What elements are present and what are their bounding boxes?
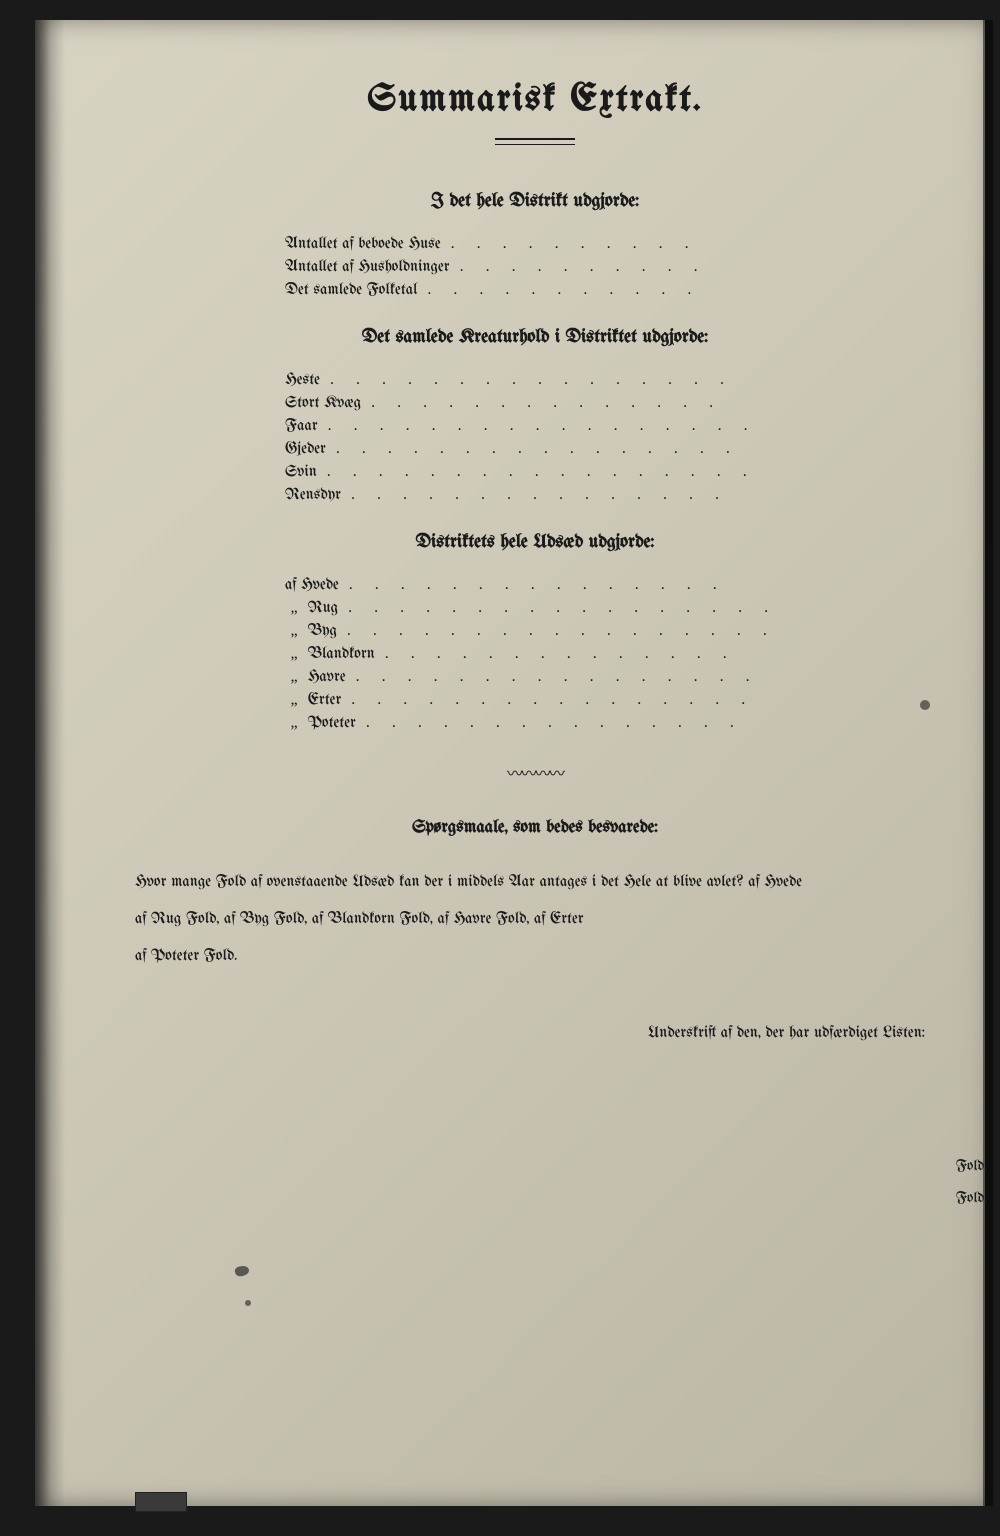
section3-heading: Distriktets hele Udsæd udgjorde:	[125, 532, 945, 552]
section2-item: Faar. . . . . . . . . . . . . . . . .	[285, 417, 785, 435]
section3-item: „ Erter. . . . . . . . . . . . . . . .	[285, 691, 785, 709]
section3-item: „ Rug. . . . . . . . . . . . . . . . .	[285, 599, 785, 617]
section2-item: Heste. . . . . . . . . . . . . . . .	[285, 371, 785, 389]
section2-heading: Det samlede Kreaturhold i Distriktet udg…	[125, 327, 945, 347]
section2-item: Svin. . . . . . . . . . . . . . . . .	[285, 463, 785, 481]
section2-item: Rensdyr. . . . . . . . . . . . . . .	[285, 486, 785, 504]
section1-item: Det samlede Folketal. . . . . . . . . . …	[285, 281, 785, 299]
section3-item: „ Poteter. . . . . . . . . . . . . . .	[285, 714, 785, 732]
questions-heading: Spørgsmaale, som bedes besvarede:	[125, 818, 945, 837]
leader-dots: . . . . . . . . . .	[451, 235, 785, 253]
cutoff-text: Fold,Fold,	[956, 1158, 987, 1206]
leader-dots: . . . . . . . . . . .	[427, 281, 785, 299]
wavy-divider: 〰〰〰〰	[480, 760, 590, 784]
section2-item: Stort Kvæg. . . . . . . . . . . . . .	[285, 394, 785, 412]
section1-item: Antallet af Husholdninger. . . . . . . .…	[285, 258, 785, 276]
book-binding-shadow	[35, 20, 65, 1506]
scanned-page: Summarisk Extrakt. I det hele Distrikt u…	[35, 20, 985, 1506]
section3-item: „ Havre. . . . . . . . . . . . . . . .	[285, 668, 785, 686]
section3-item: af Hvede. . . . . . . . . . . . . . .	[285, 576, 785, 594]
page-content: Summarisk Extrakt. I det hele Distrikt u…	[65, 20, 985, 1506]
section1-block: Antallet af beboede Huse. . . . . . . . …	[285, 235, 785, 299]
title-rule	[495, 138, 575, 145]
signature-line: Underskrift af den, der har udfærdiget L…	[125, 1025, 945, 1042]
page-title: Summarisk Extrakt.	[125, 80, 945, 120]
ink-spot	[920, 700, 930, 710]
section2-block: Heste. . . . . . . . . . . . . . . . Sto…	[285, 371, 785, 504]
archive-tab	[135, 1492, 187, 1512]
section1-item: Antallet af beboede Huse. . . . . . . . …	[285, 235, 785, 253]
leader-dots: . . . . . . . . . .	[460, 258, 785, 276]
section3-item: „ Blandkorn. . . . . . . . . . . . . .	[285, 645, 785, 663]
questions-paragraph: Hvor mange Fold af ovenstaaende Udsæd ka…	[125, 865, 945, 975]
ink-spot	[245, 1300, 251, 1306]
section2-item: Gjeder. . . . . . . . . . . . . . . .	[285, 440, 785, 458]
section1-heading: I det hele Distrikt udgjorde:	[125, 191, 945, 211]
section3-item: „ Byg. . . . . . . . . . . . . . . . .	[285, 622, 785, 640]
section3-block: af Hvede. . . . . . . . . . . . . . . „ …	[285, 576, 785, 732]
